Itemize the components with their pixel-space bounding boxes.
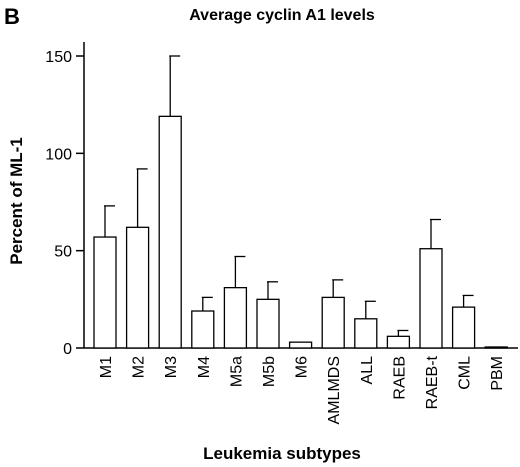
- x-tick-label: M1: [98, 356, 115, 378]
- y-tick-label: 150: [45, 49, 72, 66]
- x-tick-label: ALL: [359, 356, 376, 385]
- bar-m1: [93, 236, 117, 349]
- y-tick-label: 100: [45, 146, 72, 163]
- bar-m5a: [223, 287, 248, 349]
- bar-raeb: [386, 335, 411, 349]
- bar-m4: [191, 310, 215, 349]
- bar-m3: [158, 115, 182, 349]
- bar-m6: [288, 341, 313, 349]
- x-tick-label: RAEB-t: [424, 355, 441, 409]
- x-tick-label: M6: [294, 356, 311, 378]
- x-axis-label: Leukemia subtypes: [203, 444, 361, 463]
- bars: [93, 55, 508, 349]
- bar-m2: [125, 226, 150, 349]
- bar-amlmds: [321, 296, 345, 349]
- x-tick-label: RAEB: [391, 356, 408, 400]
- panel-letter: B: [4, 4, 20, 29]
- x-ticks: M1 M2 M3 M4 M5a M5b M6 AMLMDS ALL RAEB RAEB-t CML PB…: [98, 355, 506, 424]
- x-tick-label: M5b: [261, 356, 278, 387]
- x-tick-label: M2: [131, 356, 148, 378]
- bar-cml: [451, 306, 476, 349]
- bar-raeb-t: [419, 248, 443, 349]
- x-tick-label: CML: [457, 356, 474, 390]
- bar-m5b: [256, 298, 280, 349]
- chart-title: Average cyclin A1 levels: [189, 7, 375, 24]
- x-tick-label: PBM: [489, 356, 506, 391]
- x-tick-label: AMLMDS: [326, 356, 343, 424]
- y-tick-label: 0: [63, 341, 72, 358]
- x-tick-label: M5a: [228, 356, 245, 387]
- bar-all: [354, 318, 378, 349]
- bar-pbm: [484, 346, 508, 349]
- x-tick-label: M4: [196, 356, 213, 378]
- y-ticks: 0 50 100 150: [45, 49, 84, 358]
- x-tick-label: M3: [163, 356, 180, 378]
- y-tick-label: 50: [54, 244, 72, 261]
- y-axis-label: Percent of ML-1: [7, 137, 26, 265]
